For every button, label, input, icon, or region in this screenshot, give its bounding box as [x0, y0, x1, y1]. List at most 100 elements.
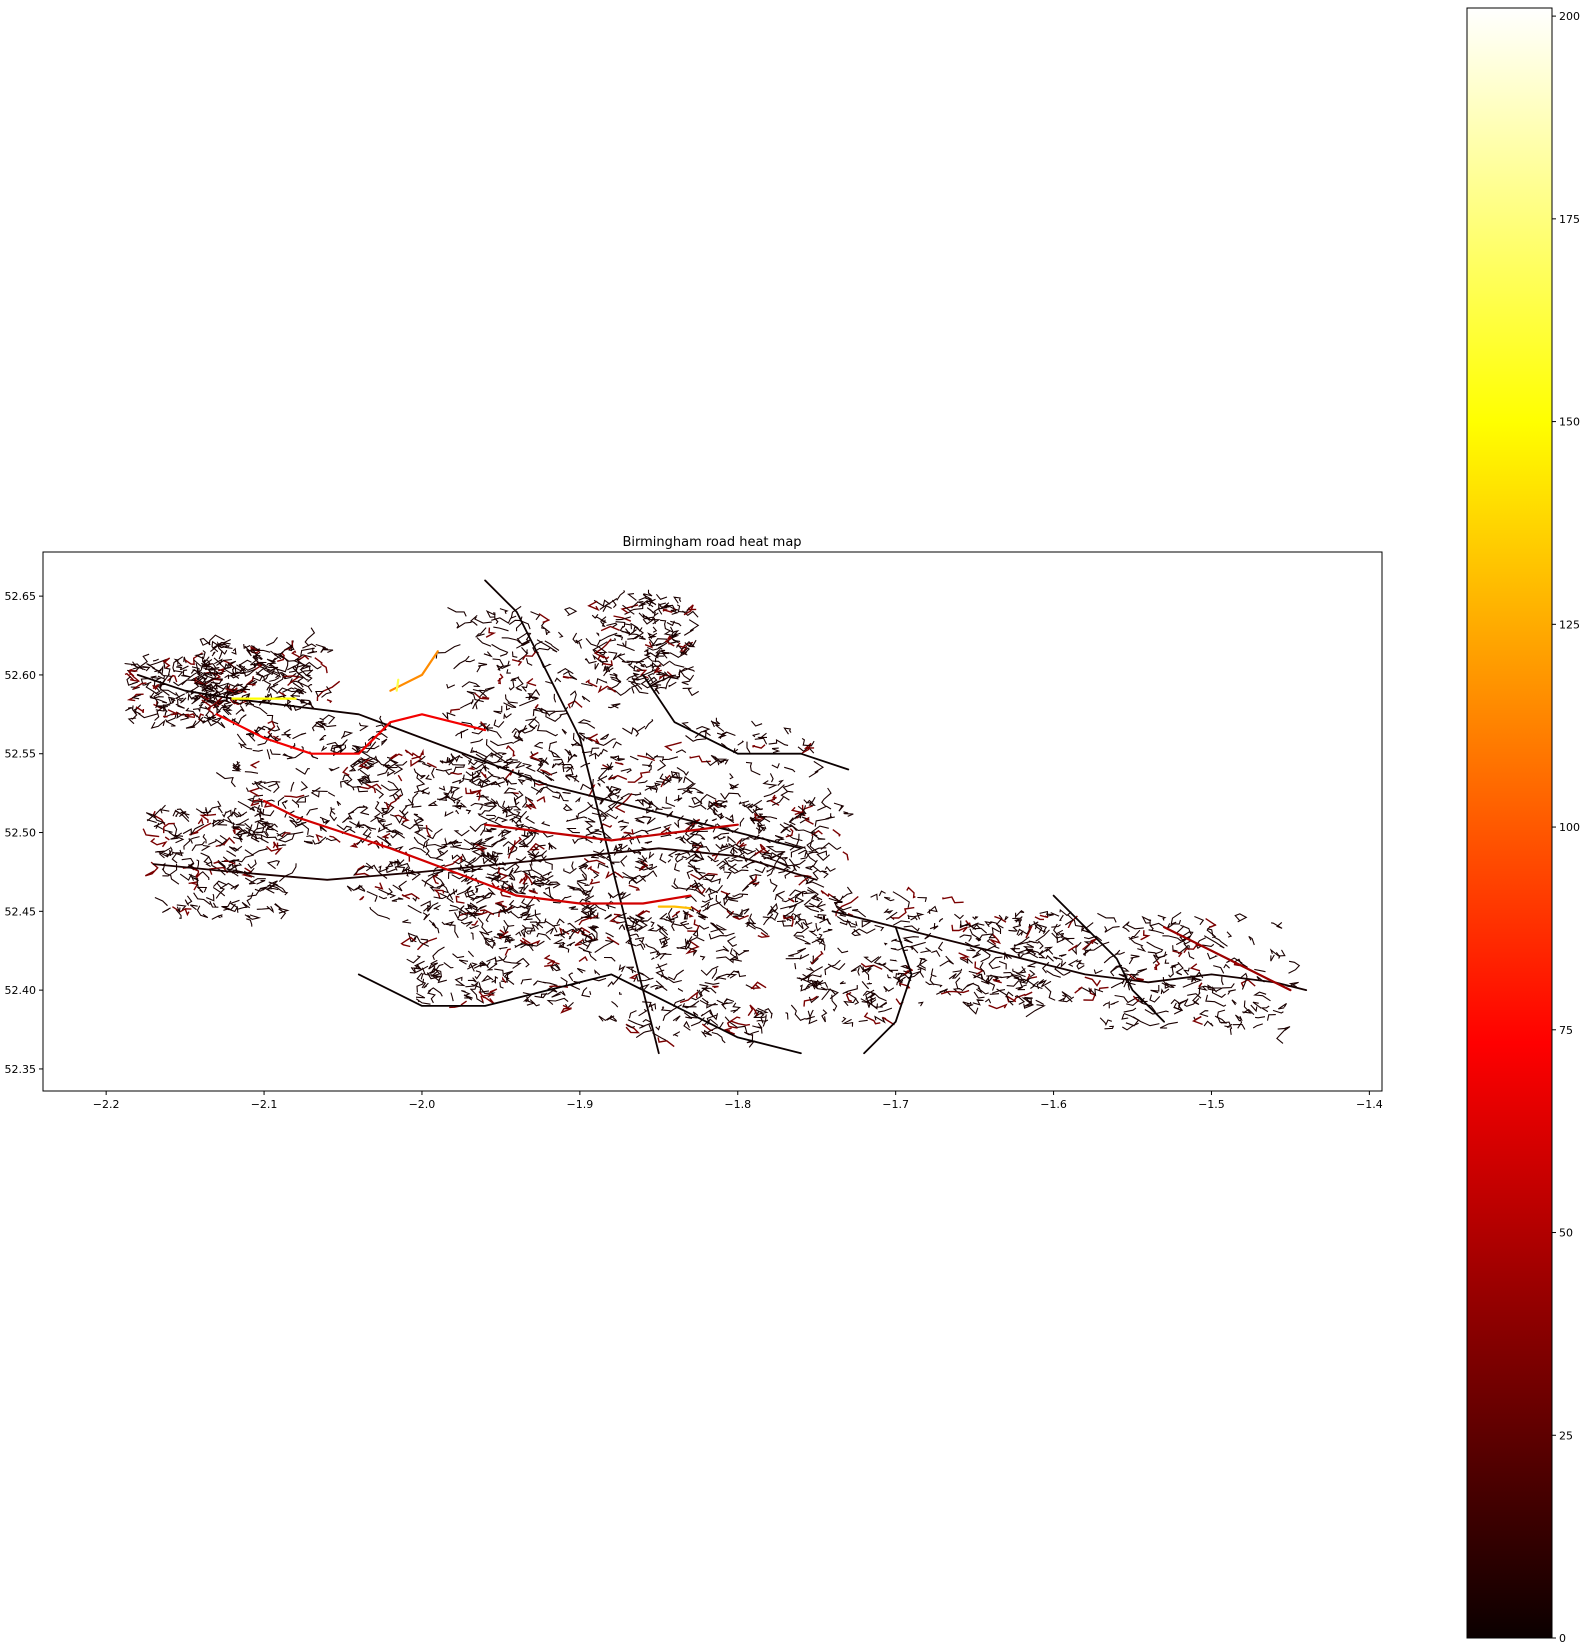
road-texture-segment: [672, 771, 680, 778]
road-texture-segment: [519, 903, 535, 910]
road-texture-segment: [744, 922, 756, 930]
road-texture-segment: [782, 783, 794, 793]
road-texture-segment: [500, 884, 512, 891]
road-texture-segment: [185, 707, 198, 718]
road-texture-segment: [918, 1001, 924, 1007]
road-texture-segment: [561, 763, 574, 770]
road-texture-segment: [431, 873, 445, 888]
road-texture-segment: [494, 816, 509, 823]
road-texture-segment: [842, 886, 853, 899]
road-texture-segment: [1205, 994, 1227, 1007]
road-texture-segment: [266, 658, 277, 666]
road-texture-segment: [588, 752, 597, 760]
road-texture-segment: [481, 764, 490, 772]
road-texture-segment: [266, 714, 279, 725]
road-texture-segment: [717, 812, 725, 820]
road-texture-segment: [906, 886, 916, 899]
road-texture-segment: [314, 657, 323, 665]
road-texture-segment: [738, 847, 756, 855]
road-texture-segment: [346, 885, 366, 892]
road-texture-segment: [580, 911, 595, 919]
road-texture-segment: [235, 705, 245, 715]
road-texture-segment: [994, 915, 1007, 923]
road-texture-segment: [252, 794, 264, 802]
road-texture-segment: [704, 982, 720, 985]
road-texture-segment: [294, 823, 310, 835]
road-texture-segment: [727, 970, 739, 978]
road-texture-segment: [984, 998, 992, 1004]
road-texture-segment: [356, 820, 372, 832]
road-texture-segment: [784, 766, 796, 773]
road-texture-segment: [499, 982, 504, 989]
road-texture-segment: [1132, 995, 1140, 1003]
road-texture-segment: [497, 829, 510, 837]
road-texture-segment: [1018, 949, 1035, 958]
road-texture-segment: [256, 879, 266, 885]
road-texture-segment: [264, 824, 273, 828]
road-texture-segment: [416, 972, 427, 989]
road-texture-segment: [245, 701, 268, 715]
road-texture-segment: [862, 966, 870, 981]
road-texture-segment: [426, 852, 444, 861]
road-texture-segment: [1133, 996, 1156, 1013]
road-texture-segment: [754, 737, 768, 745]
road-texture-segment: [229, 899, 240, 909]
road-texture-segment: [198, 693, 210, 701]
road-texture-segment: [575, 804, 594, 821]
x-tick-label: −1.4: [1356, 1098, 1383, 1111]
road-texture-segment: [172, 906, 192, 913]
road-texture-segment: [631, 676, 647, 681]
road-texture-segment: [277, 652, 285, 662]
road-texture-segment: [187, 692, 201, 701]
road-texture-segment: [467, 910, 478, 919]
road-texture-segment: [634, 792, 642, 796]
road-texture-segment: [1148, 929, 1165, 935]
road-texture-segment: [675, 836, 685, 843]
road-texture-segment: [444, 837, 448, 846]
road-texture-segment: [839, 918, 857, 928]
road-texture-segment: [649, 950, 667, 956]
road-texture-segment: [255, 671, 265, 678]
road-texture-segment: [452, 804, 463, 810]
road-texture-segment: [600, 765, 614, 771]
road-texture-segment: [544, 861, 553, 870]
road-texture-segment: [755, 847, 771, 857]
road-texture-segment: [685, 940, 700, 955]
road-texture-segment: [671, 910, 681, 918]
road-texture-segment: [561, 728, 567, 735]
road-texture-segment: [927, 905, 938, 915]
road-texture-segment: [491, 850, 496, 857]
road-texture-segment: [641, 941, 646, 948]
road-texture-segment: [1078, 962, 1085, 965]
road-texture-segment: [648, 598, 656, 607]
road-texture-segment: [783, 727, 792, 735]
road-texture-segment: [228, 845, 243, 852]
road-texture-segment: [326, 699, 333, 704]
road-texture-segment: [757, 1022, 763, 1029]
road-texture-segment: [580, 778, 594, 791]
road-texture-segment: [1083, 935, 1103, 942]
road-texture-segment: [715, 924, 728, 935]
road-texture-segment: [771, 796, 784, 806]
road-texture-segment: [503, 972, 510, 980]
road-texture-segment: [303, 840, 313, 845]
road-texture-segment: [518, 834, 530, 848]
road-texture-segment: [523, 918, 533, 921]
road-texture-segment: [723, 1027, 736, 1035]
road-texture-segment: [1141, 915, 1152, 924]
road-texture-segment: [659, 773, 672, 783]
road-texture-segment: [1272, 1009, 1284, 1014]
road-texture-segment: [821, 870, 829, 879]
road-texture-segment: [450, 992, 454, 1002]
road-texture-segment: [456, 621, 472, 629]
road-texture-segment: [634, 728, 640, 737]
colorbar-tick-label: 0: [1559, 1632, 1566, 1645]
road-texture-segment: [649, 652, 659, 659]
road-texture-segment: [593, 598, 618, 607]
road-texture-segment: [785, 1012, 789, 1020]
road-texture-segment: [152, 658, 159, 662]
road-texture-segment: [948, 971, 962, 980]
road-texture-segment: [684, 639, 697, 647]
road-texture-segment: [237, 800, 256, 812]
